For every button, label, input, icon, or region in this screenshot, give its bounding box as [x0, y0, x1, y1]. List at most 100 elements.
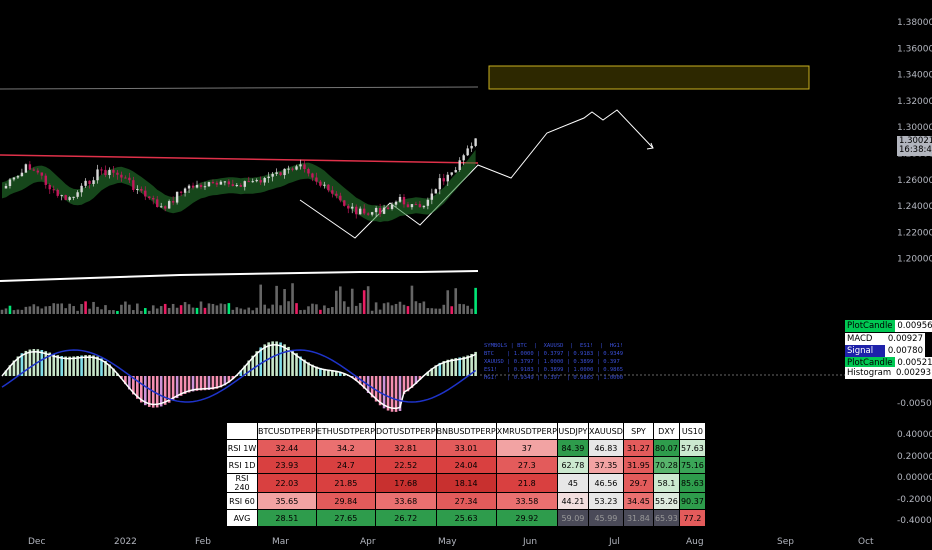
table-cell: 46.56 — [587, 473, 624, 493]
candle-body — [28, 164, 32, 170]
table-cell: 33.68 — [374, 492, 437, 510]
time-tick-label: Dec — [28, 537, 46, 547]
volume-bar — [136, 303, 139, 314]
table-cell: 23.93 — [257, 456, 317, 474]
histogram-bar — [402, 376, 406, 395]
indicator-tag: PlotCandle 0.00956 — [845, 320, 932, 332]
volume-bar — [342, 301, 346, 314]
candle-body — [442, 178, 445, 182]
row-label: AVG — [226, 509, 258, 527]
histogram-bar — [342, 373, 346, 376]
candle-body — [84, 180, 87, 186]
candle-body — [359, 208, 362, 215]
volume-bar — [331, 307, 334, 314]
candle-body — [144, 190, 147, 197]
table-row: RSI 240 22.03 21.85 17.68 18.14 21.8 45 46.56 29… — [226, 473, 706, 493]
indicator-value: 0.00293 — [893, 367, 932, 379]
candle-body — [128, 177, 131, 181]
time-tick-label: Jul — [609, 537, 620, 547]
table-cell: 24.04 — [435, 456, 497, 474]
histogram-bar — [414, 376, 418, 384]
histogram-bar — [474, 351, 477, 376]
candle-body — [247, 181, 250, 183]
volume-bar — [390, 305, 394, 314]
volume-bar — [140, 310, 143, 314]
candle-body — [136, 188, 139, 191]
volume-bar — [299, 310, 302, 314]
candle-body — [406, 204, 410, 208]
candle-body — [414, 204, 418, 206]
candle-body — [12, 177, 16, 180]
volume-bar — [72, 306, 75, 314]
volume-bar — [4, 308, 8, 314]
histogram-bar — [215, 376, 219, 389]
volume-bar — [402, 304, 406, 314]
volume-bar — [378, 309, 382, 314]
volume-bar — [386, 302, 390, 314]
histogram-bar — [255, 351, 259, 376]
histogram-bar — [100, 358, 103, 376]
volume-bar — [323, 305, 326, 314]
volume-bar — [426, 308, 430, 314]
moving-average-bands — [2, 149, 476, 223]
histogram-bar — [295, 353, 298, 376]
candle-body — [156, 199, 159, 207]
candle-body — [374, 208, 378, 213]
volume-bar — [80, 303, 83, 314]
table-cell: 31.27 — [622, 439, 654, 457]
volume-bar — [259, 284, 262, 314]
volume-bar — [108, 310, 111, 314]
candle-body — [335, 193, 338, 196]
volume-bar — [315, 304, 318, 314]
volume-bar — [394, 303, 398, 314]
volume-bar — [143, 308, 147, 314]
histogram-bar — [136, 376, 139, 399]
candle-body — [207, 182, 211, 187]
table-cell: 53.23 — [587, 492, 624, 510]
table-cell: 65.93 — [652, 509, 680, 527]
table-cell: 90.37 — [678, 492, 706, 510]
macd-line — [1, 344, 476, 410]
candle-body — [56, 189, 59, 196]
volume-bar — [446, 290, 450, 314]
volume-bar — [275, 285, 278, 314]
volume-bar — [215, 305, 219, 314]
volume-bar — [128, 304, 131, 314]
table-cell: 37 — [495, 439, 558, 457]
histogram-bar — [279, 342, 282, 376]
histogram-bar — [12, 360, 16, 376]
volume-bar — [358, 303, 362, 314]
candle-body — [72, 196, 75, 198]
indicator-value: 0.00521 — [894, 357, 932, 369]
candle-body — [315, 177, 318, 182]
long-ma-line — [0, 270, 479, 282]
volume-bar — [175, 307, 179, 314]
volume-bar — [28, 306, 32, 314]
candle-body — [68, 197, 71, 200]
volume-bar — [271, 304, 274, 314]
candle-body — [80, 185, 83, 193]
volume-bar — [287, 301, 290, 314]
volume-bar — [414, 301, 418, 314]
time-tick-label: Feb — [195, 537, 211, 547]
candle-body — [191, 185, 195, 188]
volume-bar — [120, 304, 123, 314]
histogram-bar — [8, 365, 12, 376]
volume-bar — [335, 290, 338, 314]
macd-histogram — [4, 341, 477, 412]
histogram-bar — [327, 369, 330, 376]
candle-body — [24, 164, 28, 173]
histogram-bar — [243, 365, 247, 376]
histogram-bar — [283, 344, 286, 376]
indicator-value: 0.00927 — [885, 333, 925, 345]
oscillator-tick-label: 0.00000 — [897, 473, 932, 483]
candle-body — [410, 204, 414, 208]
histogram-bar — [179, 376, 183, 396]
histogram-bar — [195, 376, 199, 391]
table-cell: 70.28 — [652, 456, 680, 474]
histogram-bar — [155, 376, 159, 408]
candle-body — [299, 164, 302, 167]
histogram-bar — [80, 355, 83, 376]
